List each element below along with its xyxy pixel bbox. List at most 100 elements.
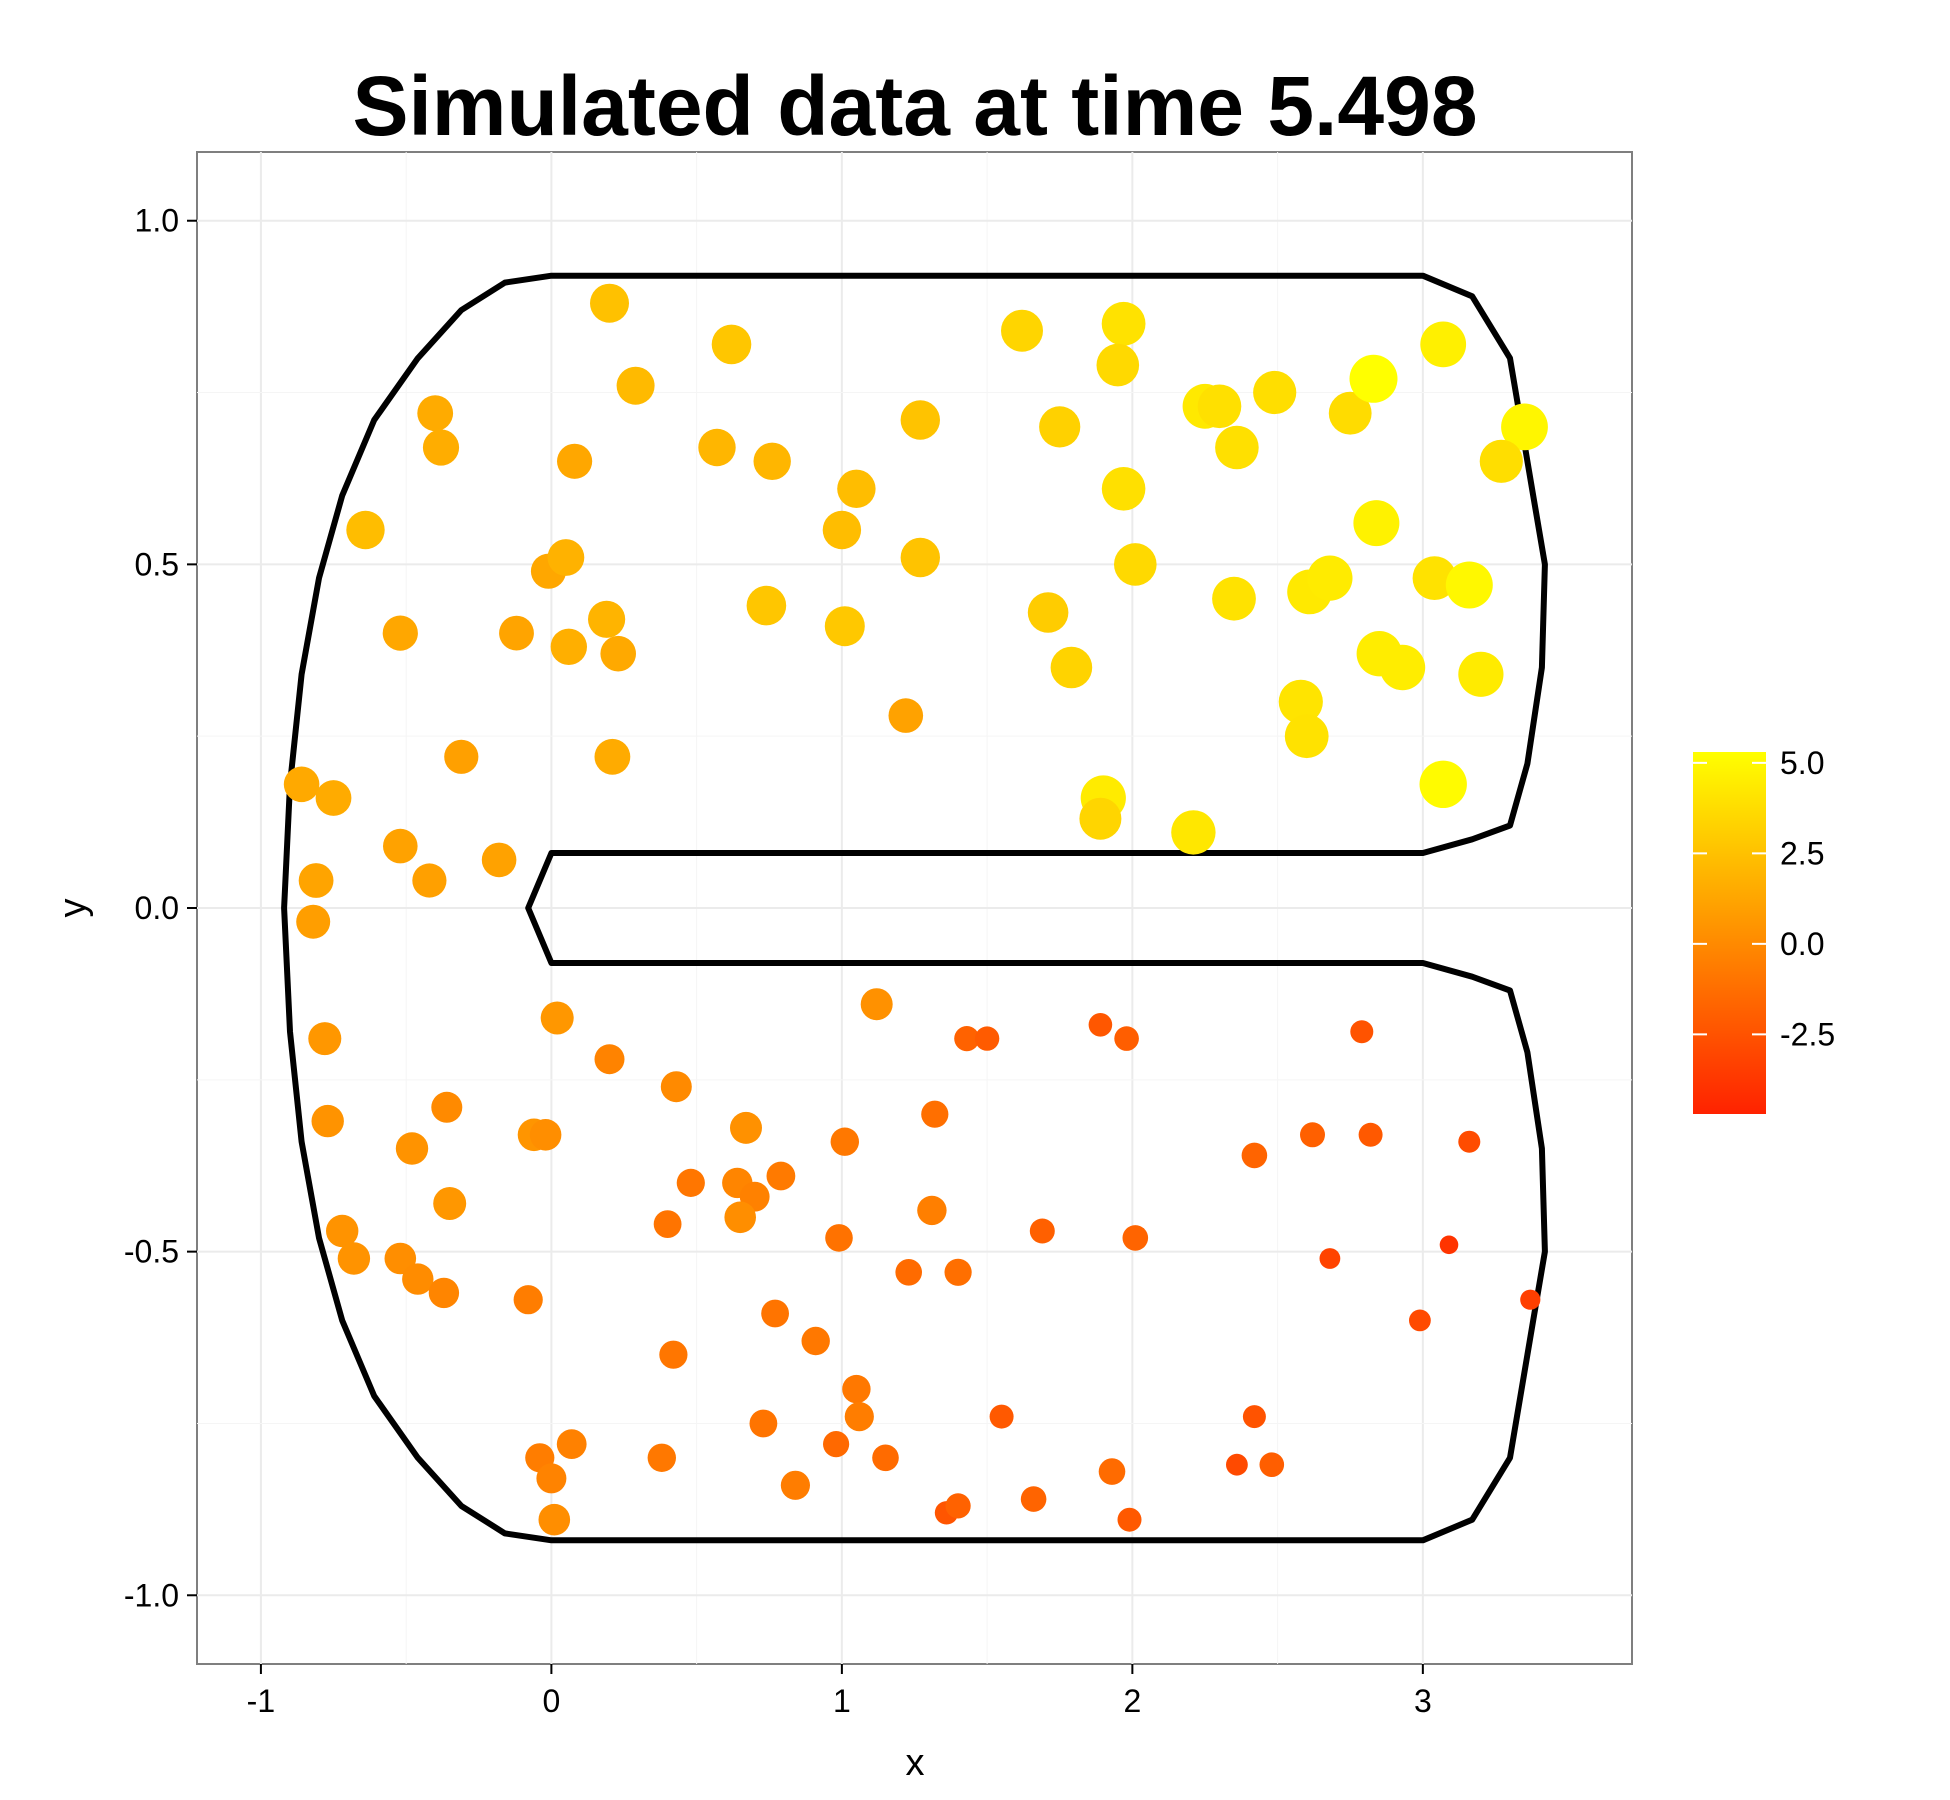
data-point	[402, 1263, 434, 1295]
data-point	[1029, 1218, 1055, 1244]
data-point	[422, 429, 460, 466]
data-point	[825, 1224, 853, 1252]
data-point	[1039, 406, 1081, 448]
data-point	[1419, 760, 1467, 808]
x-tick-label: 0	[542, 1683, 560, 1719]
data-point	[547, 539, 585, 576]
data-point	[1079, 797, 1122, 840]
data-point	[1328, 391, 1372, 435]
data-point	[660, 1071, 692, 1103]
data-point	[900, 537, 940, 578]
x-tick-label: 2	[1123, 1683, 1141, 1719]
data-point	[384, 1242, 417, 1275]
data-point	[1001, 309, 1043, 352]
data-point	[888, 698, 924, 733]
data-point	[1439, 1235, 1459, 1255]
data-point	[872, 1444, 899, 1472]
data-point	[1241, 1142, 1268, 1169]
data-point	[822, 510, 862, 550]
data-point	[1101, 467, 1146, 511]
data-point	[989, 1404, 1014, 1429]
data-point	[315, 780, 352, 816]
data-point	[600, 635, 636, 672]
data-point	[308, 1022, 342, 1056]
data-point	[1259, 1452, 1285, 1477]
data-point	[824, 606, 865, 647]
data-point	[1350, 1020, 1374, 1044]
data-point	[749, 1409, 778, 1438]
data-point	[724, 1201, 756, 1234]
data-point	[1027, 592, 1069, 633]
data-point	[557, 443, 593, 479]
data-point	[1349, 354, 1398, 403]
y-tick-label: 0.5	[135, 546, 179, 582]
data-point	[860, 988, 893, 1021]
data-point	[298, 863, 334, 898]
data-point	[1096, 343, 1140, 387]
data-point	[481, 842, 517, 878]
y-tick-label: 1.0	[135, 203, 179, 239]
data-point	[801, 1326, 830, 1356]
data-point	[844, 1402, 874, 1432]
y-axis-title: y	[52, 899, 94, 918]
data-point	[588, 600, 626, 638]
data-point	[1197, 384, 1242, 429]
data-point	[753, 442, 791, 480]
data-point	[433, 1187, 467, 1220]
data-point	[1379, 644, 1426, 691]
data-point	[428, 1277, 460, 1309]
chart-title: Simulated data at time 5.498	[352, 59, 1477, 153]
legend-tick-label: 5.0	[1780, 745, 1824, 781]
data-point	[921, 1100, 949, 1128]
axes: -1 0 1 2 3 1.0 0.5 0.0 -0.5 -1.0	[124, 203, 1432, 1719]
data-point	[296, 904, 331, 939]
data-point	[1458, 651, 1504, 697]
data-point	[283, 766, 320, 803]
data-point	[382, 615, 418, 651]
data-point	[1114, 1026, 1139, 1051]
data-point	[653, 1210, 682, 1238]
data-point	[444, 739, 479, 774]
data-point	[1479, 439, 1523, 483]
data-point	[676, 1168, 705, 1197]
data-point	[1212, 576, 1256, 621]
data-point	[556, 1429, 587, 1459]
x-tick-label: -1	[247, 1683, 275, 1719]
data-point	[616, 366, 655, 405]
data-point	[311, 1104, 344, 1138]
data-point	[974, 1026, 1000, 1051]
data-point	[1020, 1486, 1047, 1512]
data-point	[1353, 500, 1400, 547]
data-point	[895, 1259, 922, 1286]
data-point	[499, 615, 534, 651]
data-point	[594, 1044, 625, 1075]
data-point	[1412, 556, 1457, 600]
data-point	[945, 1493, 971, 1519]
data-point	[513, 1285, 543, 1315]
data-point	[529, 1119, 562, 1151]
x-tick-label: 1	[833, 1683, 851, 1719]
data-point	[538, 1503, 571, 1536]
data-point	[1050, 646, 1093, 689]
data-point	[550, 628, 587, 665]
data-point	[1409, 1309, 1431, 1332]
data-point	[837, 469, 876, 508]
data-point	[1307, 555, 1353, 601]
data-point	[944, 1258, 972, 1286]
data-point	[780, 1470, 811, 1500]
data-point	[1098, 1458, 1126, 1485]
data-point	[647, 1443, 676, 1473]
data-point	[1088, 1013, 1113, 1037]
data-point	[698, 428, 736, 467]
legend-tick-label: 2.5	[1780, 835, 1824, 871]
data-point	[659, 1340, 688, 1369]
color-legend: 5.0 2.5 0.0 -2.5	[1693, 745, 1835, 1114]
data-point	[395, 1132, 429, 1165]
data-point	[954, 1026, 980, 1052]
data-point	[1226, 1453, 1248, 1476]
data-point	[1101, 301, 1146, 346]
data-point	[346, 510, 385, 550]
x-tick-label: 3	[1414, 1683, 1432, 1719]
data-point	[431, 1091, 463, 1123]
data-point	[383, 828, 418, 864]
